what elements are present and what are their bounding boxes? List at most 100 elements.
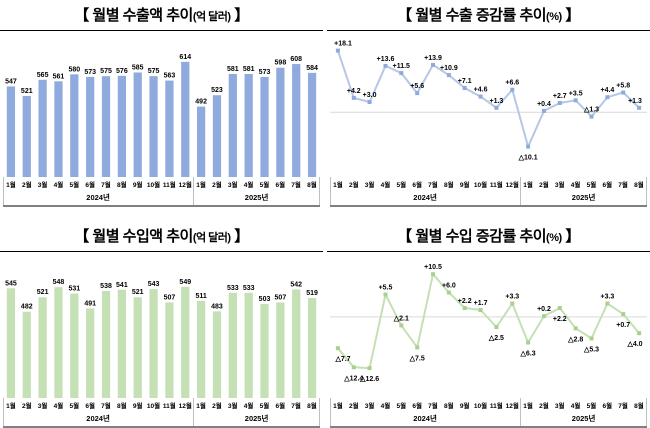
month-label: 5월 — [396, 181, 407, 189]
axis-separator — [646, 398, 647, 426]
axis-separator — [319, 398, 320, 426]
month-label: 12월 — [178, 181, 192, 189]
bar-value-label: 585 — [132, 65, 144, 72]
bar-value-label: 503 — [259, 296, 271, 303]
month-label: 3월 — [227, 181, 238, 189]
month-label: 8월 — [307, 402, 317, 410]
bar — [70, 74, 79, 177]
point-value-label: +1.3 — [628, 98, 642, 105]
year-label: 2025년 — [244, 414, 269, 423]
bar-value-label: 547 — [5, 78, 17, 85]
month-label: 2월 — [212, 181, 222, 189]
bar-value-label: 580 — [68, 66, 80, 73]
month-label: 6월 — [602, 402, 613, 410]
title-bracket: 】 — [561, 228, 580, 245]
bar-value-label: 533 — [243, 285, 255, 292]
point-value-label: +4.2 — [347, 88, 361, 95]
month-label: 6월 — [412, 181, 422, 189]
data-point-marker — [605, 301, 610, 306]
point-value-label: △7.7 — [334, 356, 350, 363]
month-label: 7월 — [618, 402, 628, 410]
month-label: 3월 — [364, 181, 375, 189]
bar-value-label: 507 — [275, 294, 287, 301]
bar-value-label: 575 — [148, 68, 160, 75]
data-point-marker — [335, 346, 340, 351]
month-label: 8월 — [634, 402, 644, 410]
data-point-marker — [621, 90, 626, 95]
bar — [228, 292, 237, 398]
year-label: 2024년 — [86, 193, 110, 202]
bar-value-label: 482 — [21, 304, 33, 311]
month-label: 5월 — [259, 181, 270, 189]
bar-value-label: 543 — [148, 281, 160, 288]
point-value-label: +6.6 — [505, 80, 519, 87]
axis-separator — [520, 398, 522, 426]
point-value-label: +0.2 — [537, 306, 551, 313]
month-label-row: 1월 2월 3월 4월 5월 6월 7월 8월 9월 10월 11월 12월 1월 2월 3월 4월 5월 6월 7… — [330, 177, 647, 190]
point-value-label: △12.4 — [343, 375, 363, 382]
point-value-label: +13.6 — [377, 56, 395, 63]
chart-title-export-amount: 【 월별 수출액 추이(억 달러) 】 — [0, 0, 323, 30]
month-label: 1월 — [523, 402, 533, 410]
data-point-marker — [415, 91, 420, 96]
axis-separator — [3, 398, 4, 426]
point-value-label: +18.1 — [334, 41, 352, 48]
bar — [38, 79, 47, 177]
title-text: 【 월별 수출액 추이 — [74, 7, 193, 24]
point-value-label: △4.0 — [626, 341, 642, 348]
month-label: 5월 — [69, 402, 80, 410]
chart-export-growth: 【 월별 수출 증감률 추이(%) 】 +18.1 +4.2 +3.0 +13.6 +1… — [327, 0, 650, 213]
month-label: 12월 — [178, 402, 192, 410]
bar-value-label: 507 — [164, 294, 176, 301]
month-label: 7월 — [428, 181, 438, 189]
bar — [260, 76, 269, 177]
chart-import-growth: 【 월별 수입 증감률 추이(%) 】 △7.7 △12.4 △12.6 +5.5 △2… — [327, 213, 650, 428]
title-text: 【 월별 수출 증감률 추이 — [397, 7, 547, 24]
month-label: 10월 — [473, 181, 488, 189]
bar-value-label: 581 — [227, 66, 239, 73]
month-label: 2월 — [539, 402, 549, 410]
point-value-label: +1.7 — [474, 300, 488, 307]
bar-value-label: 519 — [306, 290, 318, 297]
title-underline — [327, 30, 650, 31]
axis-separator — [319, 177, 320, 205]
month-label: 5월 — [396, 402, 407, 410]
bar-value-label: 483 — [211, 303, 223, 310]
month-label: 2월 — [348, 181, 359, 189]
category-axis: 1월 2월 3월 4월 5월 6월 7월 8월 9월 10월 11월 12월 1월 2월 3월 4월 5월 6월 7… — [330, 398, 647, 428]
bar-value-label: 573 — [259, 69, 271, 76]
month-label: 8월 — [634, 181, 644, 189]
month-label: 3월 — [554, 181, 565, 189]
bar-value-label: 584 — [306, 65, 318, 72]
title-underline — [0, 251, 323, 252]
bar — [70, 293, 79, 398]
month-label: 3월 — [37, 181, 48, 189]
point-value-label: +3.0 — [363, 92, 377, 99]
month-label: 9월 — [459, 402, 470, 410]
year-label: 2024년 — [86, 414, 110, 423]
data-point-marker — [351, 365, 356, 370]
bar — [292, 64, 301, 177]
month-label: 12월 — [505, 181, 519, 189]
month-label: 4월 — [53, 402, 64, 410]
bar — [149, 76, 158, 177]
point-value-label: +10.5 — [424, 264, 442, 271]
bar — [181, 286, 190, 398]
month-label: 10월 — [146, 181, 161, 189]
point-value-label: +1.3 — [489, 98, 503, 105]
data-point-marker — [383, 292, 388, 297]
data-point-marker — [605, 95, 610, 100]
axis-separator — [193, 177, 195, 205]
bar — [133, 72, 142, 177]
point-value-label: △5.3 — [583, 346, 599, 353]
point-value-label: △2.1 — [393, 315, 409, 322]
data-point-marker — [589, 336, 594, 341]
plot-area-import-amount: 545 482 521 548 531 491 538 541 521 543 507 549 511 4… — [3, 252, 320, 398]
data-point-marker — [542, 108, 546, 113]
year-label-row: 2024년 2025년 — [330, 190, 647, 205]
month-label: 2월 — [21, 181, 32, 189]
data-point-marker — [573, 326, 578, 331]
bar — [86, 76, 95, 177]
data-point-marker — [351, 95, 356, 100]
month-label: 4월 — [243, 181, 254, 189]
